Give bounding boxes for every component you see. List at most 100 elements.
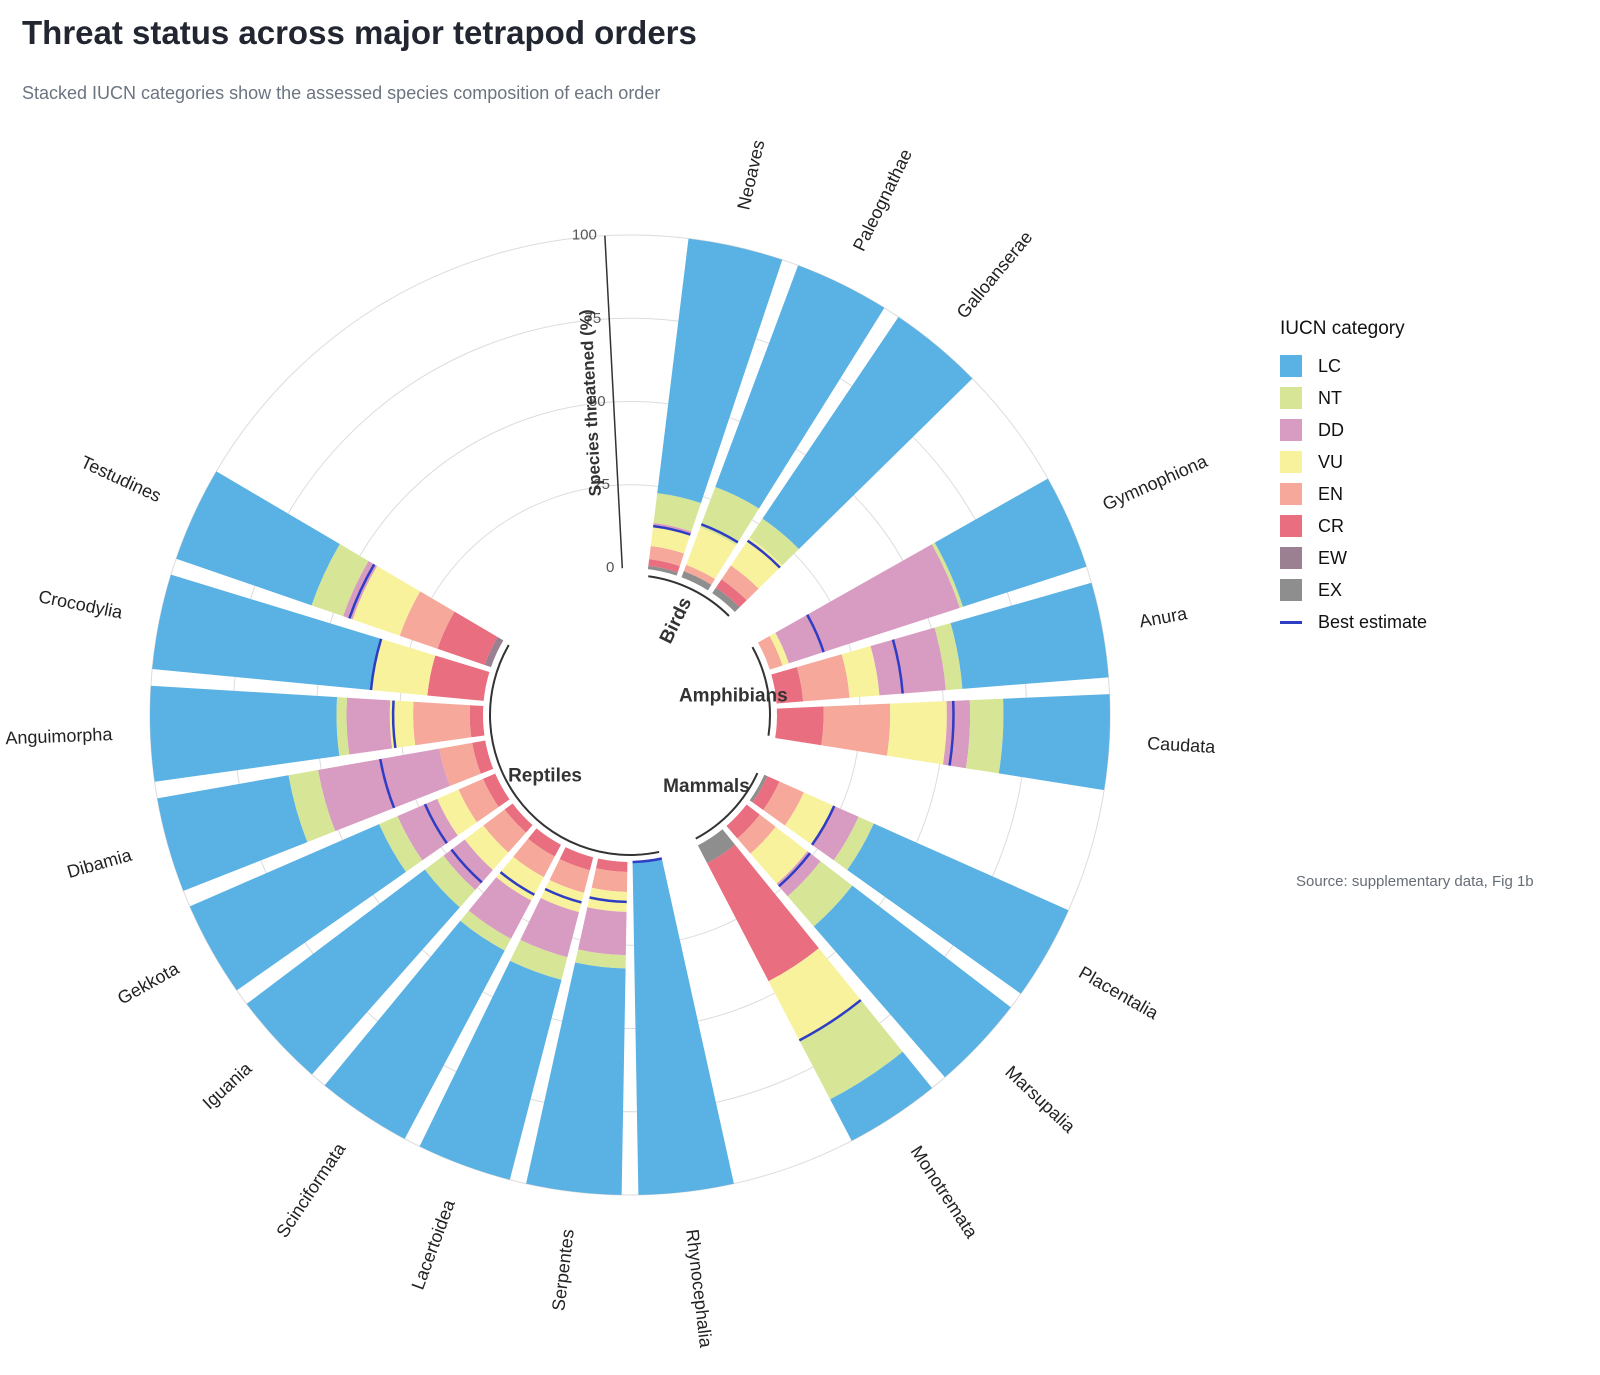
bar-segment-lc [324, 920, 505, 1139]
radial-tick-label: 50 [589, 393, 606, 410]
bar-segment-lc [176, 471, 340, 606]
bar-segment-cr [707, 844, 819, 982]
bar-segment-nt [575, 949, 626, 969]
best-estimate-mark [450, 848, 483, 884]
legend-swatch [1280, 483, 1302, 505]
bar-segment-nt [424, 855, 476, 908]
bar-segment-nt [799, 1000, 903, 1100]
order-label: Anura [1138, 603, 1190, 631]
order-label: Iguania [199, 1058, 257, 1113]
bar-segment-en [513, 838, 555, 878]
bar-segment-dd [468, 877, 532, 939]
bar-segment-vu [887, 701, 947, 765]
legend-swatch [1280, 547, 1302, 569]
bar-segment-lc [152, 574, 382, 691]
bar-segment-en [821, 703, 891, 756]
best-estimate-mark [948, 700, 955, 766]
best-estimate-mark [811, 805, 836, 846]
bar-segment-lc [934, 478, 1087, 607]
legend-item-best-estimate: Best estimate [1280, 606, 1427, 638]
best-estimate-mark [700, 523, 739, 544]
bar-segment-nt [510, 939, 568, 980]
legend-title: IUCN category [1280, 318, 1405, 339]
legend-item-vu: VU [1280, 446, 1427, 478]
bar-segment-lc [762, 317, 973, 549]
bar-segment-dd [870, 627, 946, 696]
bar-segment-nt [749, 518, 799, 566]
best-estimate-mark [369, 638, 383, 691]
order-label: Anguimorpha [5, 724, 114, 748]
bar-segment-lc [150, 685, 340, 782]
bar-segment-en [757, 636, 783, 670]
bar-segment-dd [942, 700, 971, 769]
bar-segment-vu [464, 825, 509, 870]
bar-segment-dd [520, 898, 580, 958]
bar-segment-nt [653, 493, 701, 532]
radial-tick-label: 25 [593, 476, 610, 493]
group-label: Reptiles [508, 766, 582, 787]
legend-item-lc: LC [1280, 350, 1427, 382]
legend-label: DD [1318, 419, 1344, 440]
bar-segment-vu [352, 566, 421, 636]
bar-segment-vu [841, 646, 880, 698]
bar-segment-lc [830, 1051, 933, 1141]
legend-item-ex: EX [1280, 574, 1427, 606]
order-label: Crocodylia [37, 586, 125, 622]
bar-segment-vu [650, 526, 691, 554]
bar-segment-nt [336, 697, 350, 756]
bars [150, 238, 1110, 1195]
bar-segment-vu [437, 789, 477, 836]
order-label: Rhynocephalia [682, 1228, 716, 1350]
legend-label: LC [1318, 355, 1342, 376]
order-label: Testudines [78, 452, 165, 506]
best-estimate-mark [544, 887, 582, 904]
bar-segment-lc [189, 824, 406, 991]
bar-segment-lc [715, 265, 885, 509]
group-label: Amphibians [679, 685, 788, 706]
bar-segment-vu [784, 792, 835, 845]
bar-segment-cr [469, 705, 485, 738]
best-estimate-mark [379, 758, 396, 809]
bar-segment-ex [647, 565, 678, 576]
radial-axis-line [604, 235, 624, 569]
bar-segment-nt [379, 816, 423, 872]
best-estimate-mark [589, 896, 627, 904]
legend-label: Best estimate [1318, 611, 1428, 632]
bar-segment-cr [715, 579, 747, 608]
order-label: Marsupalia [1001, 1062, 1080, 1138]
order-label: Monotremata [907, 1142, 982, 1242]
bar-segment-lc [813, 885, 1011, 1078]
bar-segment-ex [681, 571, 712, 591]
bar-segment-dd [578, 907, 627, 956]
bar-segment-vu [730, 537, 783, 589]
group-bracket [751, 646, 771, 736]
bar-segment-en [683, 564, 715, 585]
legend-item-en: EN [1280, 478, 1427, 510]
bar-segment-vu [769, 632, 789, 666]
bar-segment-cr [472, 740, 494, 774]
radial-tick-label: 75 [585, 310, 602, 327]
legend-swatch [1280, 355, 1302, 377]
order-label: Neoaves [733, 138, 768, 212]
bar-segment-en [399, 591, 455, 649]
bar-segment-nt [288, 770, 336, 843]
legend-label: EN [1318, 483, 1344, 504]
group-label: Birds [656, 594, 696, 647]
legend-item-dd: DD [1280, 414, 1427, 446]
bar-segment-en [796, 654, 850, 702]
best-estimate-mark [632, 857, 663, 864]
bar-segment-nt [833, 816, 874, 870]
best-estimate-mark [806, 614, 825, 653]
bar-segment-dd [346, 697, 393, 755]
legend-item-cr: CR [1280, 510, 1427, 542]
order-label: Placentalia [1075, 962, 1162, 1024]
bar-segment-dd [443, 839, 493, 890]
best-estimate-mark [746, 539, 781, 569]
bar-segment-ex [749, 774, 768, 803]
legend: IUCN category LC NT DD VU EN CR EW EX Best estim… [1280, 318, 1427, 638]
bar-segment-cr [752, 776, 780, 811]
best-estimate-mark [423, 803, 448, 844]
bar-segment-lc [950, 582, 1109, 689]
